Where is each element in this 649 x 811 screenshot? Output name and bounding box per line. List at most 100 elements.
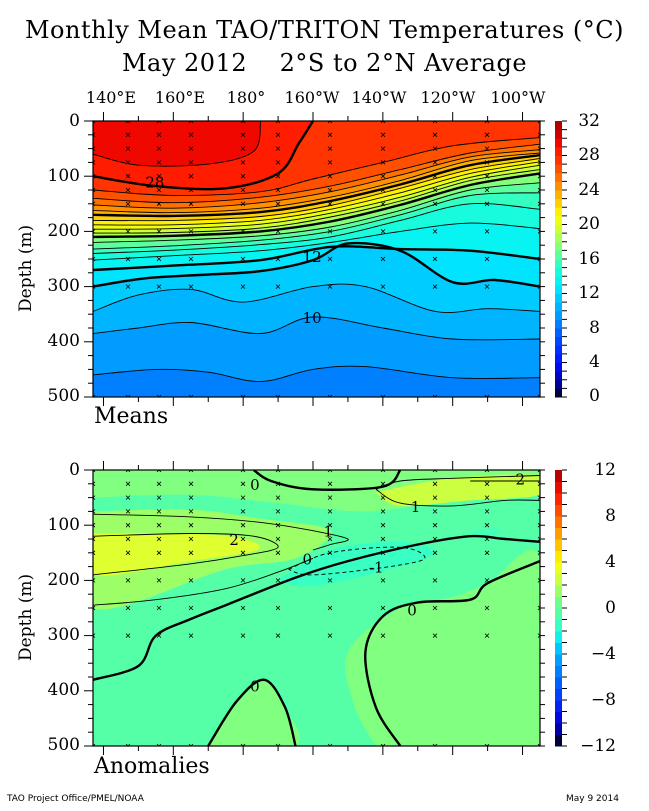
mooring-marker — [156, 536, 162, 542]
mooring-marker — [432, 470, 438, 473]
mooring-marker — [93, 633, 96, 638]
y-tick-label: 0 — [69, 111, 80, 131]
marker-stroke — [93, 509, 96, 512]
anomaly-region — [375, 474, 540, 507]
mooring-marker — [537, 470, 540, 473]
mooring-marker — [156, 550, 162, 556]
mooring-marker — [327, 121, 333, 124]
mooring-marker — [327, 394, 333, 397]
marker-stroke — [537, 229, 540, 232]
mooring-marker — [432, 536, 438, 542]
marker-stroke — [432, 121, 436, 124]
mooring-marker — [240, 201, 246, 207]
marker-stroke — [93, 635, 96, 638]
mooring-marker — [432, 132, 438, 138]
mooring-marker — [188, 495, 194, 500]
mooring-marker — [537, 536, 540, 542]
marker-stroke — [240, 522, 246, 528]
marker-stroke — [275, 470, 279, 473]
anomaly-contour-0 — [93, 534, 540, 681]
marker-stroke — [242, 121, 246, 124]
isotherm-25 — [93, 149, 540, 209]
marker-stroke — [125, 132, 131, 138]
marker-stroke — [93, 132, 96, 136]
mooring-marker — [125, 633, 131, 638]
marker-stroke — [327, 509, 333, 514]
mooring-marker — [240, 132, 246, 138]
contour-label: 2 — [229, 531, 239, 549]
marker-stroke — [93, 536, 96, 540]
mooring-marker — [188, 146, 194, 151]
mooring-marker — [125, 121, 131, 124]
mooring-marker — [188, 578, 194, 583]
marker-stroke — [275, 743, 279, 746]
marker-stroke — [484, 121, 488, 124]
marker-stroke — [190, 394, 194, 397]
marker-stroke — [275, 605, 281, 611]
mooring-marker — [537, 522, 540, 528]
mooring-marker — [275, 536, 281, 542]
mooring-marker — [240, 536, 246, 542]
mooring-marker — [432, 187, 438, 193]
y-tick-label: 100 — [47, 515, 80, 535]
colorbar-segment — [555, 138, 562, 148]
contour-label: 0 — [303, 550, 313, 568]
colorbar-tick-label: 20 — [578, 214, 600, 234]
marker-stroke — [242, 743, 246, 746]
mooring-marker — [240, 495, 246, 500]
marker-stroke — [537, 522, 540, 526]
mooring-marker — [93, 509, 96, 514]
mooring-marker — [380, 201, 386, 207]
marker-stroke — [240, 229, 246, 234]
colorbar-segment — [555, 379, 562, 389]
mooring-marker — [484, 284, 490, 289]
mooring-marker — [432, 522, 438, 528]
colorbar-segment — [555, 516, 562, 528]
lon-label-140e: 140°E — [85, 88, 137, 107]
marker-stroke — [93, 394, 96, 397]
marker-stroke — [432, 495, 438, 500]
marker-stroke — [537, 160, 540, 163]
marker-stroke — [432, 256, 438, 262]
lon-label-120w: 120°W — [420, 88, 476, 107]
mooring-marker — [380, 495, 386, 500]
marker-stroke — [432, 633, 438, 638]
mooring-marker — [380, 605, 386, 611]
marker-stroke — [537, 134, 540, 138]
marker-stroke — [127, 394, 131, 397]
mooring-marker — [432, 229, 438, 234]
mooring-marker — [484, 187, 490, 193]
marker-stroke — [537, 536, 540, 540]
mooring-marker — [432, 256, 438, 262]
mooring-marker — [327, 160, 333, 165]
mooring-marker — [156, 160, 162, 165]
mooring-marker — [327, 481, 333, 487]
mooring-marker — [484, 121, 490, 124]
isotherm-29 — [93, 121, 262, 167]
marker-stroke — [484, 132, 490, 138]
mooring-marker — [432, 509, 438, 514]
marker-stroke — [275, 495, 281, 500]
mooring-marker — [275, 605, 281, 611]
y-tick-label: 500 — [47, 386, 80, 406]
marker-stroke — [156, 495, 162, 500]
isotherm-27 — [93, 137, 540, 196]
mooring-marker — [432, 743, 438, 746]
marker-stroke — [486, 121, 490, 124]
mooring-marker — [156, 522, 162, 528]
marker-stroke — [125, 173, 131, 179]
mooring-marker — [188, 550, 194, 556]
marker-stroke — [380, 160, 386, 165]
marker-stroke — [93, 173, 96, 177]
mooring-marker — [240, 187, 246, 193]
mooring-marker — [275, 173, 281, 179]
marker-stroke — [537, 538, 540, 542]
mooring-marker — [484, 550, 490, 556]
y-tick-label: 300 — [47, 276, 80, 296]
marker-stroke — [242, 470, 246, 473]
marker-stroke — [275, 522, 281, 528]
marker-stroke — [240, 633, 246, 638]
colorbar-segment — [555, 688, 562, 701]
mooring-marker — [380, 132, 386, 138]
mooring-marker — [93, 470, 96, 473]
